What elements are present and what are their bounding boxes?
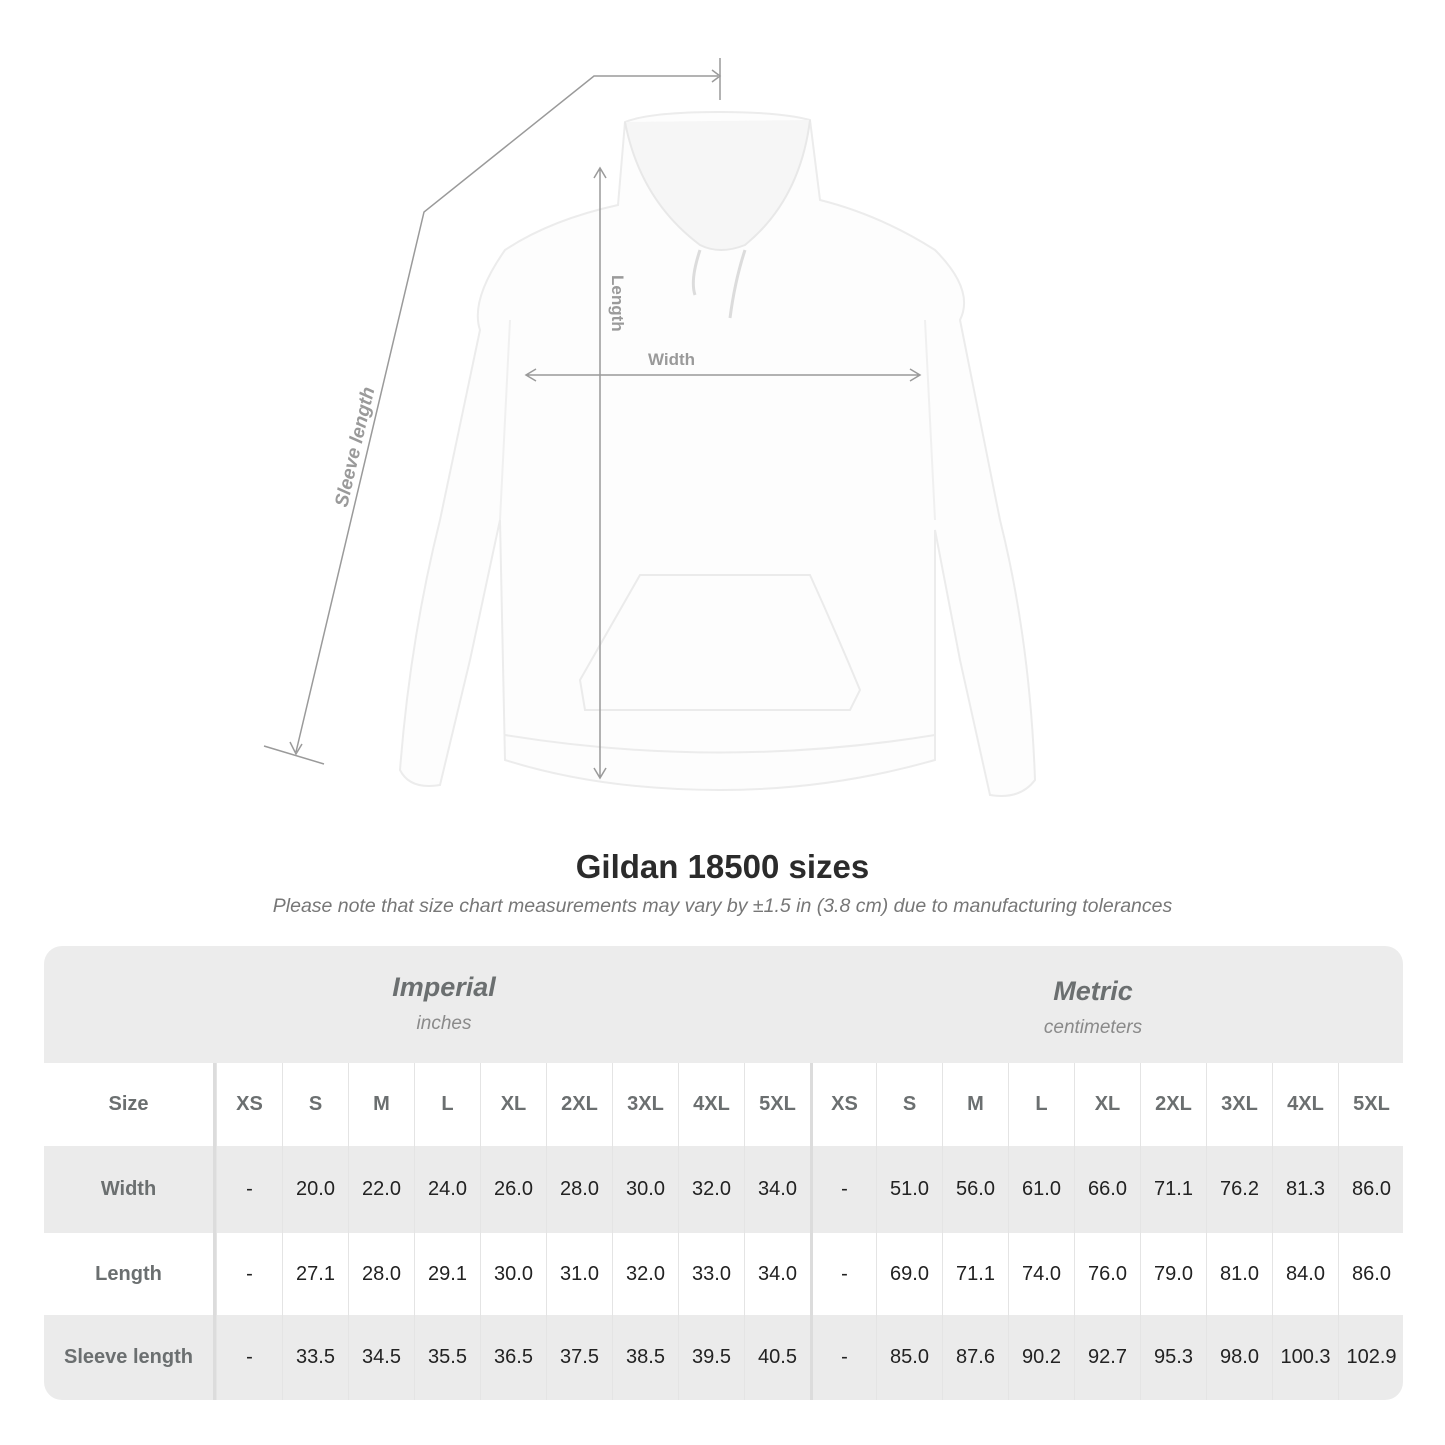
table-cell: 81.3	[1272, 1146, 1338, 1233]
table-cell: 71.1	[1140, 1146, 1206, 1233]
size-column-imperial-s: S	[282, 1063, 348, 1146]
table-cell: 71.1	[942, 1233, 1008, 1315]
table-cell: 34.5	[348, 1315, 414, 1400]
metric-header: Metric centimeters	[843, 976, 1343, 1039]
imperial-unit: inches	[416, 1013, 472, 1034]
table-cell: -	[810, 1146, 876, 1233]
table-cell: 98.0	[1206, 1315, 1272, 1400]
table-cell: 38.5	[612, 1315, 678, 1400]
table-cell: 86.0	[1338, 1146, 1403, 1233]
table-cell: 76.2	[1206, 1146, 1272, 1233]
size-header: Size	[44, 1063, 216, 1146]
table-cell: 39.5	[678, 1315, 744, 1400]
table-cell: 87.6	[942, 1315, 1008, 1400]
table-cell: 34.0	[744, 1233, 810, 1315]
size-column-imperial-m: M	[348, 1063, 414, 1146]
table-cell: 102.9	[1338, 1315, 1403, 1400]
table-cell: 92.7	[1074, 1315, 1140, 1400]
hoodie-image	[398, 110, 1037, 797]
table-cell: 33.0	[678, 1233, 744, 1315]
table-cell: 69.0	[876, 1233, 942, 1315]
table-cell: 76.0	[1074, 1233, 1140, 1315]
table-cell: 35.5	[414, 1315, 480, 1400]
width-label: Width	[648, 350, 695, 369]
table-cell: 27.1	[282, 1233, 348, 1315]
table-cell: 66.0	[1074, 1146, 1140, 1233]
length-label: Length	[608, 275, 627, 332]
size-table: Imperial inches Metric centimeters Size X…	[44, 946, 1403, 1400]
size-column-metric-l: L	[1008, 1063, 1074, 1146]
size-column-metric-4xl: 4XL	[1272, 1063, 1338, 1146]
table-cell: 24.0	[414, 1146, 480, 1233]
size-column-metric-s: S	[876, 1063, 942, 1146]
table-cell: 90.2	[1008, 1315, 1074, 1400]
table-cell: 26.0	[480, 1146, 546, 1233]
table-cell: -	[216, 1146, 282, 1233]
table-cell: 34.0	[744, 1146, 810, 1233]
size-column-metric-xs: XS	[810, 1063, 876, 1146]
size-column-imperial-3xl: 3XL	[612, 1063, 678, 1146]
row-label-width: Width	[44, 1146, 216, 1233]
size-column-metric-2xl: 2XL	[1140, 1063, 1206, 1146]
size-column-metric-3xl: 3XL	[1206, 1063, 1272, 1146]
row-label-sleeve-length: Sleeve length	[44, 1315, 216, 1400]
table-cell: 79.0	[1140, 1233, 1206, 1315]
table-cell: 85.0	[876, 1315, 942, 1400]
size-column-imperial-2xl: 2XL	[546, 1063, 612, 1146]
table-cell: 74.0	[1008, 1233, 1074, 1315]
sleeve-length-label: Sleeve length	[331, 385, 379, 509]
table-cell: 37.5	[546, 1315, 612, 1400]
table-cell: 81.0	[1206, 1233, 1272, 1315]
size-column-metric-xl: XL	[1074, 1063, 1140, 1146]
table-cell: 32.0	[678, 1146, 744, 1233]
table-cell: 30.0	[480, 1233, 546, 1315]
size-column-metric-5xl: 5XL	[1338, 1063, 1403, 1146]
table-cell: 40.5	[744, 1315, 810, 1400]
table-cell: 32.0	[612, 1233, 678, 1315]
table-cell: 36.5	[480, 1315, 546, 1400]
size-column-imperial-4xl: 4XL	[678, 1063, 744, 1146]
table-cell: -	[216, 1315, 282, 1400]
table-cell: 31.0	[546, 1233, 612, 1315]
table-cell: 20.0	[282, 1146, 348, 1233]
table-cell: -	[810, 1233, 876, 1315]
table-cell: 100.3	[1272, 1315, 1338, 1400]
table-cell: 51.0	[876, 1146, 942, 1233]
imperial-heading: Imperial	[392, 972, 496, 1002]
measurement-lines	[263, 58, 922, 780]
size-grid: Size XS S M L XL 2XL 3XL 4XL 5XL XS S M L XL 2XL 3XL 4XL 5…	[44, 1063, 1403, 1400]
table-cell: 86.0	[1338, 1233, 1403, 1315]
size-column-imperial-xs: XS	[216, 1063, 282, 1146]
size-column-imperial-xl: XL	[480, 1063, 546, 1146]
size-column-imperial-l: L	[414, 1063, 480, 1146]
table-cell: 22.0	[348, 1146, 414, 1233]
size-column-imperial-5xl: 5XL	[744, 1063, 810, 1146]
table-cell: 61.0	[1008, 1146, 1074, 1233]
size-column-metric-m: M	[942, 1063, 1008, 1146]
row-label-length: Length	[44, 1233, 216, 1315]
table-cell: 29.1	[414, 1233, 480, 1315]
page-title: Gildan 18500 sizes	[575, 848, 870, 885]
table-cell: -	[216, 1233, 282, 1315]
table-cell: 33.5	[282, 1315, 348, 1400]
table-cell: 30.0	[612, 1146, 678, 1233]
hoodie-illustration: Sleeve length Length Width	[263, 58, 1037, 797]
imperial-header: Imperial inches	[194, 972, 694, 1035]
tolerance-note: Please note that size chart measurements…	[272, 895, 1173, 917]
table-cell: 28.0	[546, 1146, 612, 1233]
table-cell: 28.0	[348, 1233, 414, 1315]
table-cell: 56.0	[942, 1146, 1008, 1233]
metric-heading: Metric	[1053, 976, 1133, 1006]
table-cell: 84.0	[1272, 1233, 1338, 1315]
table-cell: -	[810, 1315, 876, 1400]
unit-header-band	[44, 946, 1403, 1063]
metric-unit: centimeters	[1043, 1017, 1143, 1038]
table-cell: 95.3	[1140, 1315, 1206, 1400]
